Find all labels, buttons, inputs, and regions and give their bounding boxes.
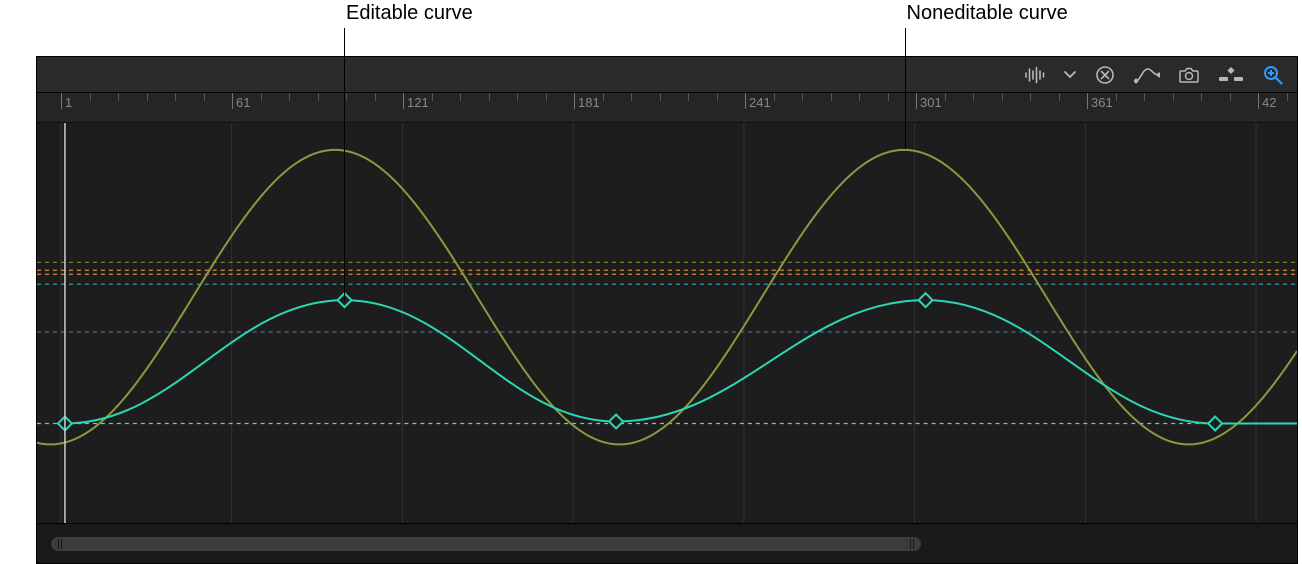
ruler-tick-minor: [1144, 93, 1145, 101]
ruler-tick-minor: [147, 93, 148, 101]
keyframe-editor-panel: 1 61 121 181 241 301 361 42: [36, 56, 1298, 564]
ruler-tick-major: [61, 93, 62, 109]
ruler-tick-minor: [546, 93, 547, 101]
ruler-tick-minor: [774, 93, 775, 101]
curve-chart[interactable]: [37, 123, 1297, 523]
callout-noneditable-label: Noneditable curve: [907, 2, 1068, 25]
ruler-tick-minor: [1173, 93, 1174, 101]
ruler-tick-minor: [204, 93, 205, 101]
keyframe-marker[interactable]: [919, 293, 933, 307]
ruler-label: 181: [578, 95, 600, 110]
ruler-label: 301: [920, 95, 942, 110]
ruler-tick-minor: [90, 93, 91, 101]
ruler-tick-minor: [1287, 93, 1288, 101]
ruler-tick-minor: [888, 93, 889, 101]
callout-line-editable: [344, 28, 345, 300]
ruler-tick-minor: [660, 93, 661, 101]
keyframe-spread-icon[interactable]: [1217, 61, 1245, 89]
editor-toolbar: [37, 57, 1297, 93]
noneditable-curve: [37, 150, 1297, 445]
ruler-tick-minor: [1059, 93, 1060, 101]
ruler-tick-minor: [261, 93, 262, 101]
ruler-tick-minor: [460, 93, 461, 101]
ruler-tick-minor: [432, 93, 433, 101]
ruler-tick-minor: [945, 93, 946, 101]
ruler-tick-major: [574, 93, 575, 109]
ruler-tick-minor: [289, 93, 290, 101]
ruler-tick-major: [1087, 93, 1088, 109]
ruler-tick-minor: [688, 93, 689, 101]
ruler-tick-major: [916, 93, 917, 109]
ruler-tick-minor: [517, 93, 518, 101]
keyframe-marker[interactable]: [609, 415, 623, 429]
chevron-down-icon[interactable]: [1063, 61, 1077, 89]
ruler-tick-minor: [175, 93, 176, 101]
ruler-tick-minor: [631, 93, 632, 101]
ruler-tick-minor: [375, 93, 376, 101]
ruler-tick-minor: [1201, 93, 1202, 101]
ruler-tick-minor: [603, 93, 604, 101]
ruler-tick-minor: [318, 93, 319, 101]
ruler-tick-major: [403, 93, 404, 109]
cancel-icon[interactable]: [1091, 61, 1119, 89]
ruler-label: 361: [1091, 95, 1113, 110]
callout-line-noneditable: [905, 28, 906, 149]
ruler-tick-minor: [1116, 93, 1117, 101]
camera-icon[interactable]: [1175, 61, 1203, 89]
ruler-tick-minor: [717, 93, 718, 101]
ruler-label: 1: [65, 95, 72, 110]
ruler-label: 61: [236, 95, 250, 110]
timeline-ruler[interactable]: 1 61 121 181 241 301 361 42: [37, 93, 1297, 123]
ruler-tick-major: [232, 93, 233, 109]
ruler-tick-major: [745, 93, 746, 109]
zoom-in-icon[interactable]: [1259, 61, 1287, 89]
ruler-tick-minor: [859, 93, 860, 101]
keyframe-marker[interactable]: [1208, 417, 1222, 431]
graph-area[interactable]: 1 61 121 181 241 301 361 42: [37, 93, 1297, 523]
horizontal-scrollbar[interactable]: [51, 537, 921, 551]
ruler-tick-minor: [802, 93, 803, 101]
scrollbar-handle-right[interactable]: [909, 539, 915, 549]
ruler-tick-major: [1258, 93, 1259, 109]
curve-edit-icon[interactable]: [1133, 61, 1161, 89]
audio-wave-icon[interactable]: [1021, 61, 1049, 89]
ruler-tick-minor: [489, 93, 490, 101]
scrollbar-handle-left[interactable]: [57, 539, 63, 549]
ruler-tick-minor: [1002, 93, 1003, 101]
editor-footer: [37, 523, 1297, 563]
ruler-tick-minor: [346, 93, 347, 101]
ruler-label: 241: [749, 95, 771, 110]
ruler-tick-minor: [1030, 93, 1031, 101]
ruler-tick-minor: [1230, 93, 1231, 101]
ruler-label: 121: [407, 95, 429, 110]
ruler-tick-minor: [973, 93, 974, 101]
callout-editable-label: Editable curve: [346, 2, 473, 25]
ruler-tick-minor: [831, 93, 832, 101]
ruler-tick-minor: [118, 93, 119, 101]
editable-curve[interactable]: [65, 300, 1297, 423]
ruler-label: 42: [1262, 95, 1276, 110]
